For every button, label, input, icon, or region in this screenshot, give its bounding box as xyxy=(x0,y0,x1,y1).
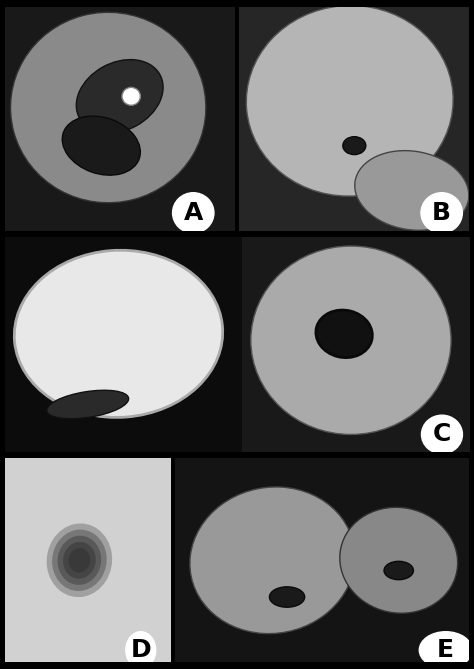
Ellipse shape xyxy=(10,12,206,203)
Ellipse shape xyxy=(384,561,413,579)
Text: A: A xyxy=(183,201,203,225)
Ellipse shape xyxy=(340,507,458,613)
Text: D: D xyxy=(130,638,151,662)
Ellipse shape xyxy=(14,250,223,417)
Circle shape xyxy=(173,193,214,233)
Ellipse shape xyxy=(46,523,112,597)
Text: C: C xyxy=(433,422,451,446)
Ellipse shape xyxy=(355,151,469,230)
Circle shape xyxy=(421,193,462,233)
Ellipse shape xyxy=(316,310,373,358)
Ellipse shape xyxy=(57,536,101,585)
Ellipse shape xyxy=(62,116,140,175)
Ellipse shape xyxy=(246,5,453,196)
Circle shape xyxy=(122,88,140,105)
Circle shape xyxy=(126,632,155,668)
Circle shape xyxy=(421,415,463,454)
Ellipse shape xyxy=(251,246,451,434)
Ellipse shape xyxy=(343,136,366,155)
Ellipse shape xyxy=(190,487,355,634)
Ellipse shape xyxy=(47,390,128,419)
Text: E: E xyxy=(437,638,454,662)
Ellipse shape xyxy=(68,548,91,573)
Circle shape xyxy=(419,632,472,668)
Ellipse shape xyxy=(76,60,163,133)
Ellipse shape xyxy=(269,587,305,607)
Ellipse shape xyxy=(63,542,96,579)
Ellipse shape xyxy=(52,530,107,591)
Text: B: B xyxy=(432,201,451,225)
